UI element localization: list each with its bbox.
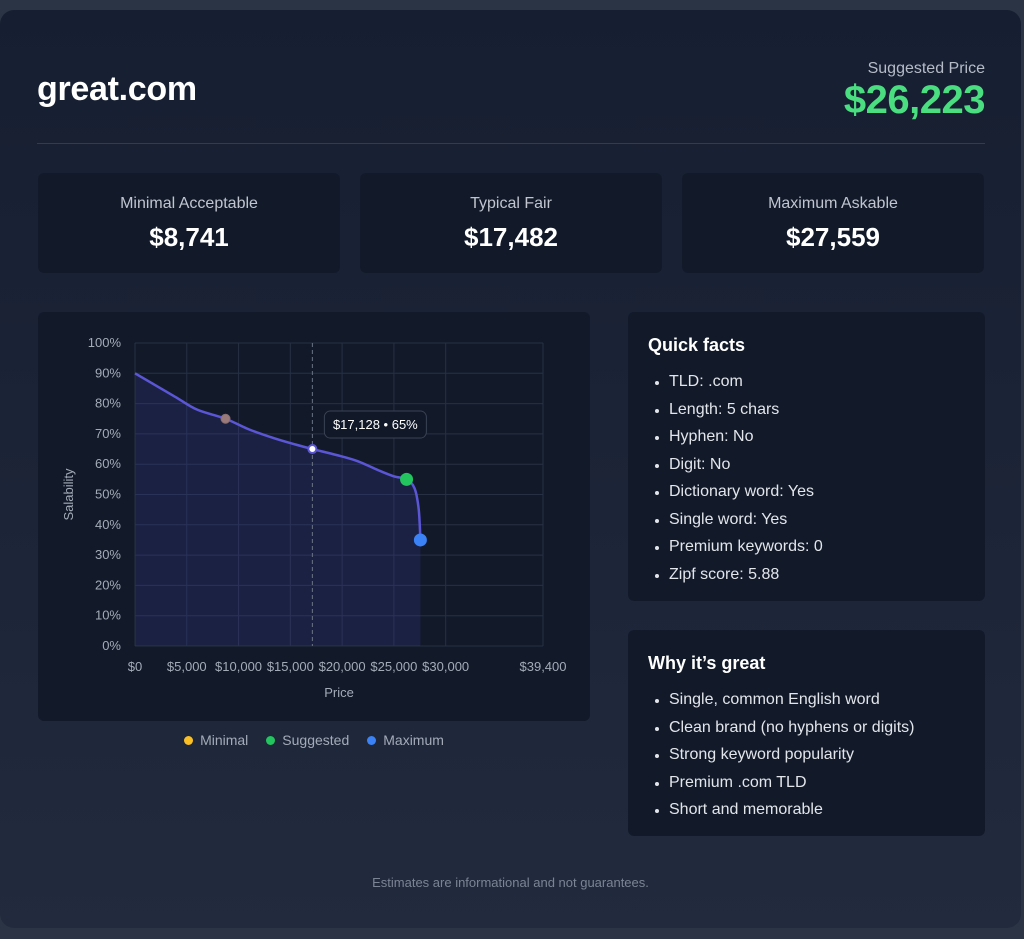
- x-axis-title: Price: [324, 685, 354, 700]
- y-tick-label: 20%: [95, 577, 121, 592]
- stat-maximum: Maximum Askable $27,559: [682, 173, 984, 273]
- y-tick-label: 100%: [88, 335, 122, 350]
- y-tick-label: 70%: [95, 426, 121, 441]
- x-tick-label: $20,000: [319, 659, 366, 674]
- list-item: Length: 5 chars: [669, 396, 823, 424]
- quick-facts-list: TLD: .com Length: 5 chars Hyphen: No Dig…: [648, 368, 823, 588]
- stat-minimal: Minimal Acceptable $8,741: [38, 173, 340, 273]
- disclaimer-footer: Estimates are informational and not guar…: [372, 875, 649, 890]
- y-tick-label: 0%: [102, 638, 121, 653]
- stat-label: Minimal Acceptable: [120, 195, 258, 212]
- stat-value: $27,559: [786, 222, 880, 252]
- valuation-card: great.com Suggested Price $26,223 Minima…: [0, 10, 1021, 928]
- legend-label: Minimal: [200, 732, 249, 748]
- suggested-price-label: Suggested Price: [867, 60, 985, 77]
- list-item: Dictionary word: Yes: [669, 478, 823, 506]
- list-item: Zipf score: 5.88: [669, 561, 823, 589]
- x-tick-label: $25,000: [370, 659, 417, 674]
- marker-minimal[interactable]: [220, 413, 231, 424]
- legend-dot-maximum: [367, 735, 377, 745]
- x-tick-label: $5,000: [167, 659, 207, 674]
- stat-value: $8,741: [149, 222, 229, 252]
- legend-item-maximum[interactable]: Maximum: [367, 732, 444, 748]
- domain-title: great.com: [37, 70, 197, 108]
- hover-tooltip-label: $17,128 • 65%: [333, 417, 418, 432]
- list-item: Single word: Yes: [669, 506, 823, 534]
- legend-label: Maximum: [383, 732, 444, 748]
- marker-suggested[interactable]: [400, 472, 414, 486]
- why-great-title: Why it’s great: [648, 653, 766, 673]
- legend-item-minimal[interactable]: Minimal: [184, 732, 248, 748]
- x-tick-label: $0: [128, 659, 142, 674]
- x-tick-label: $30,000: [422, 659, 469, 674]
- quick-facts-title: Quick facts: [648, 335, 746, 355]
- y-tick-label: 90%: [95, 365, 121, 380]
- x-tick-label: $10,000: [215, 659, 262, 674]
- why-great-panel: Why it’s great Single, common English wo…: [628, 630, 985, 836]
- y-tick-label: 50%: [95, 487, 121, 502]
- y-tick-label: 80%: [95, 396, 121, 411]
- salability-chart[interactable]: 0% 10% 20% 30% 40% 50% 60% 70% 80% 90% 100% $0 $5,00…: [38, 312, 590, 721]
- y-tick-label: 10%: [95, 608, 121, 623]
- quick-facts-panel: Quick facts TLD: .com Length: 5 chars Hy…: [628, 312, 985, 601]
- chart-legend: Minimal Suggested Maximum: [38, 732, 590, 748]
- list-item: Hyphen: No: [669, 423, 823, 451]
- list-item: Clean brand (no hyphens or digits): [669, 714, 914, 742]
- stat-label: Maximum Askable: [768, 195, 898, 212]
- suggested-price-value: $26,223: [843, 78, 986, 122]
- legend-item-suggested[interactable]: Suggested: [266, 732, 349, 748]
- list-item: Premium .com TLD: [669, 769, 914, 797]
- area-fill: [135, 373, 421, 646]
- x-tick-label: $39,400: [520, 659, 567, 674]
- y-tick-label: 40%: [95, 517, 121, 532]
- legend-dot-suggested: [266, 735, 276, 745]
- header-divider: [37, 143, 985, 144]
- list-item: Short and memorable: [669, 796, 914, 824]
- x-tick-label: $15,000: [267, 659, 314, 674]
- legend-dot-minimal: [184, 735, 194, 745]
- hover-point[interactable]: [307, 444, 318, 455]
- stat-typical: Typical Fair $17,482: [360, 173, 662, 273]
- y-tick-label: 30%: [95, 547, 121, 562]
- stat-value: $17,482: [464, 222, 558, 252]
- list-item: Single, common English word: [669, 686, 914, 714]
- list-item: Premium keywords: 0: [669, 533, 823, 561]
- why-great-list: Single, common English word Clean brand …: [648, 686, 914, 824]
- marker-maximum[interactable]: [413, 533, 427, 547]
- chart-svg[interactable]: 0% 10% 20% 30% 40% 50% 60% 70% 80% 90% 100% $0 $5,00…: [38, 312, 590, 721]
- hover-tooltip: [323, 410, 427, 439]
- list-item: TLD: .com: [669, 368, 823, 396]
- list-item: Strong keyword popularity: [669, 741, 914, 769]
- legend-label: Suggested: [282, 732, 350, 748]
- y-tick-label: 60%: [95, 456, 121, 471]
- list-item: Digit: No: [669, 451, 823, 479]
- y-axis-title: Salability: [61, 468, 76, 521]
- stat-label: Typical Fair: [470, 195, 552, 212]
